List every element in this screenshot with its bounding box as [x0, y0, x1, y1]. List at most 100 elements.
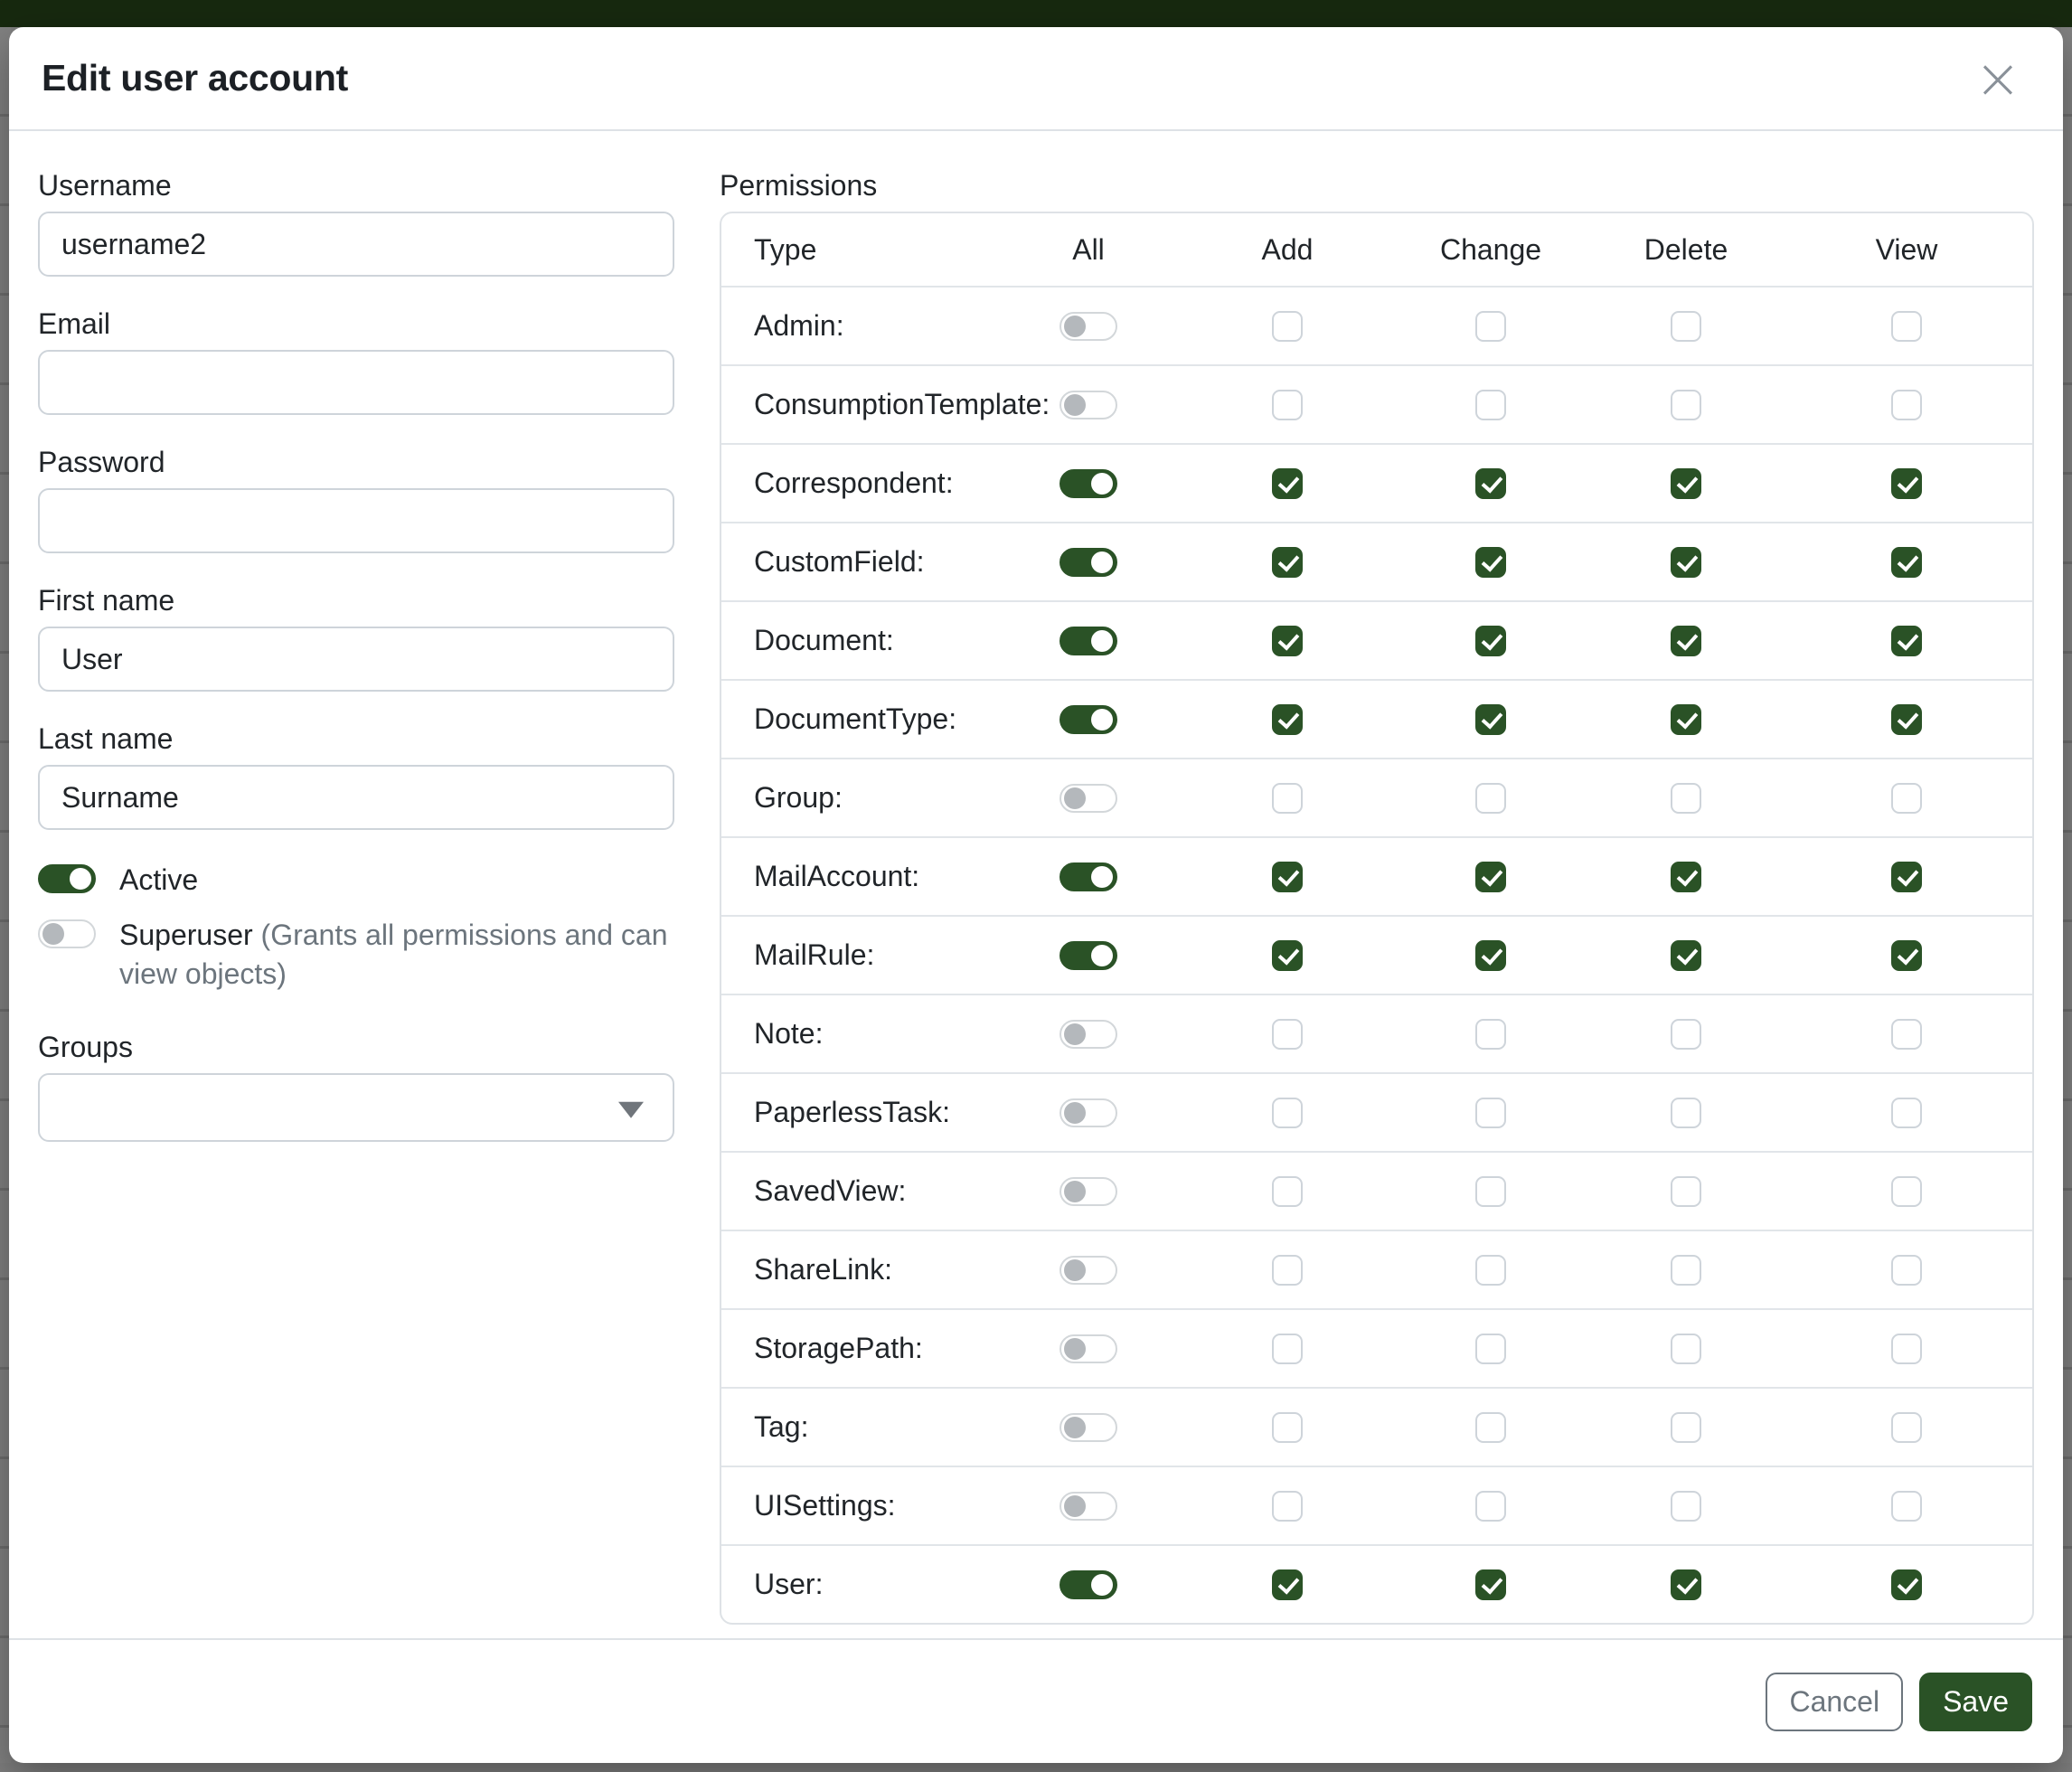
view-checkbox[interactable] — [1891, 1254, 1922, 1286]
save-button[interactable]: Save — [1919, 1672, 2032, 1731]
add-checkbox[interactable] — [1272, 467, 1303, 499]
view-checkbox[interactable] — [1891, 625, 1922, 656]
change-checkbox[interactable] — [1475, 467, 1506, 499]
username-input[interactable] — [38, 212, 674, 277]
view-checkbox[interactable] — [1891, 1411, 1922, 1443]
delete-checkbox[interactable] — [1671, 1411, 1701, 1443]
last-name-input[interactable] — [38, 765, 674, 830]
add-checkbox[interactable] — [1272, 546, 1303, 578]
view-checkbox[interactable] — [1891, 310, 1922, 342]
delete-checkbox[interactable] — [1671, 467, 1701, 499]
delete-checkbox[interactable] — [1671, 1097, 1701, 1128]
delete-checkbox[interactable] — [1671, 1490, 1701, 1522]
all-toggle[interactable] — [1060, 1412, 1117, 1442]
delete-checkbox[interactable] — [1671, 1569, 1701, 1600]
change-checkbox[interactable] — [1475, 861, 1506, 892]
view-checkbox[interactable] — [1891, 939, 1922, 971]
active-toggle[interactable] — [38, 864, 96, 893]
all-toggle[interactable] — [1060, 1255, 1117, 1285]
delete-checkbox[interactable] — [1671, 782, 1701, 814]
superuser-toggle[interactable] — [38, 919, 96, 949]
add-checkbox[interactable] — [1272, 1175, 1303, 1207]
add-checkbox[interactable] — [1272, 1333, 1303, 1364]
change-checkbox[interactable] — [1475, 1490, 1506, 1522]
all-toggle[interactable] — [1060, 626, 1117, 655]
first-name-input[interactable] — [38, 627, 674, 692]
delete-checkbox[interactable] — [1671, 703, 1701, 735]
delete-checkbox[interactable] — [1671, 1333, 1701, 1364]
change-checkbox[interactable] — [1475, 1097, 1506, 1128]
delete-checkbox[interactable] — [1671, 861, 1701, 892]
add-checkbox[interactable] — [1272, 1569, 1303, 1600]
delete-checkbox[interactable] — [1671, 310, 1701, 342]
all-toggle[interactable] — [1060, 547, 1117, 577]
all-toggle[interactable] — [1060, 783, 1117, 813]
all-toggle[interactable] — [1060, 311, 1117, 341]
view-checkbox[interactable] — [1891, 546, 1922, 578]
change-checkbox[interactable] — [1475, 1018, 1506, 1050]
change-checkbox[interactable] — [1475, 1569, 1506, 1600]
permission-type-label: MailAccount: — [754, 860, 920, 892]
view-checkbox[interactable] — [1891, 1018, 1922, 1050]
delete-checkbox[interactable] — [1671, 1018, 1701, 1050]
add-checkbox[interactable] — [1272, 389, 1303, 420]
all-toggle[interactable] — [1060, 1098, 1117, 1127]
change-checkbox[interactable] — [1475, 1175, 1506, 1207]
view-checkbox[interactable] — [1891, 703, 1922, 735]
view-checkbox[interactable] — [1891, 467, 1922, 499]
add-checkbox[interactable] — [1272, 1411, 1303, 1443]
groups-select[interactable] — [38, 1072, 674, 1142]
add-checkbox[interactable] — [1272, 1254, 1303, 1286]
cancel-button[interactable]: Cancel — [1766, 1672, 1904, 1731]
all-toggle[interactable] — [1060, 1019, 1117, 1049]
change-checkbox[interactable] — [1475, 1333, 1506, 1364]
delete-checkbox[interactable] — [1671, 939, 1701, 971]
view-checkbox[interactable] — [1891, 1569, 1922, 1600]
view-checkbox[interactable] — [1891, 389, 1922, 420]
all-toggle[interactable] — [1060, 1334, 1117, 1363]
delete-checkbox[interactable] — [1671, 1175, 1701, 1207]
change-checkbox[interactable] — [1475, 310, 1506, 342]
all-toggle[interactable] — [1060, 862, 1117, 891]
change-checkbox[interactable] — [1475, 1411, 1506, 1443]
view-checkbox[interactable] — [1891, 1175, 1922, 1207]
switch-knob — [1091, 472, 1113, 495]
all-toggle[interactable] — [1060, 1176, 1117, 1206]
view-checkbox[interactable] — [1891, 782, 1922, 814]
close-icon[interactable]: × — [1969, 50, 2027, 107]
col-header-add: Add — [1261, 232, 1314, 266]
password-input[interactable] — [38, 488, 674, 553]
add-checkbox[interactable] — [1272, 782, 1303, 814]
all-toggle[interactable] — [1060, 468, 1117, 498]
delete-checkbox[interactable] — [1671, 1254, 1701, 1286]
add-checkbox[interactable] — [1272, 625, 1303, 656]
delete-checkbox[interactable] — [1671, 389, 1701, 420]
all-toggle[interactable] — [1060, 704, 1117, 734]
add-checkbox[interactable] — [1272, 939, 1303, 971]
add-checkbox[interactable] — [1272, 310, 1303, 342]
add-checkbox[interactable] — [1272, 1018, 1303, 1050]
delete-checkbox[interactable] — [1671, 546, 1701, 578]
view-checkbox[interactable] — [1891, 1333, 1922, 1364]
add-checkbox[interactable] — [1272, 861, 1303, 892]
delete-checkbox[interactable] — [1671, 625, 1701, 656]
change-checkbox[interactable] — [1475, 703, 1506, 735]
view-checkbox[interactable] — [1891, 1490, 1922, 1522]
change-checkbox[interactable] — [1475, 782, 1506, 814]
add-checkbox[interactable] — [1272, 1490, 1303, 1522]
all-toggle[interactable] — [1060, 940, 1117, 970]
change-checkbox[interactable] — [1475, 1254, 1506, 1286]
change-checkbox[interactable] — [1475, 939, 1506, 971]
change-checkbox[interactable] — [1475, 389, 1506, 420]
view-checkbox[interactable] — [1891, 1097, 1922, 1128]
change-checkbox[interactable] — [1475, 625, 1506, 656]
all-toggle[interactable] — [1060, 390, 1117, 419]
add-checkbox[interactable] — [1272, 703, 1303, 735]
change-checkbox[interactable] — [1475, 546, 1506, 578]
view-checkbox[interactable] — [1891, 861, 1922, 892]
add-checkbox[interactable] — [1272, 1097, 1303, 1128]
all-toggle[interactable] — [1060, 1491, 1117, 1521]
email-input[interactable] — [38, 350, 674, 415]
active-label: Active — [119, 863, 199, 896]
all-toggle[interactable] — [1060, 1569, 1117, 1599]
